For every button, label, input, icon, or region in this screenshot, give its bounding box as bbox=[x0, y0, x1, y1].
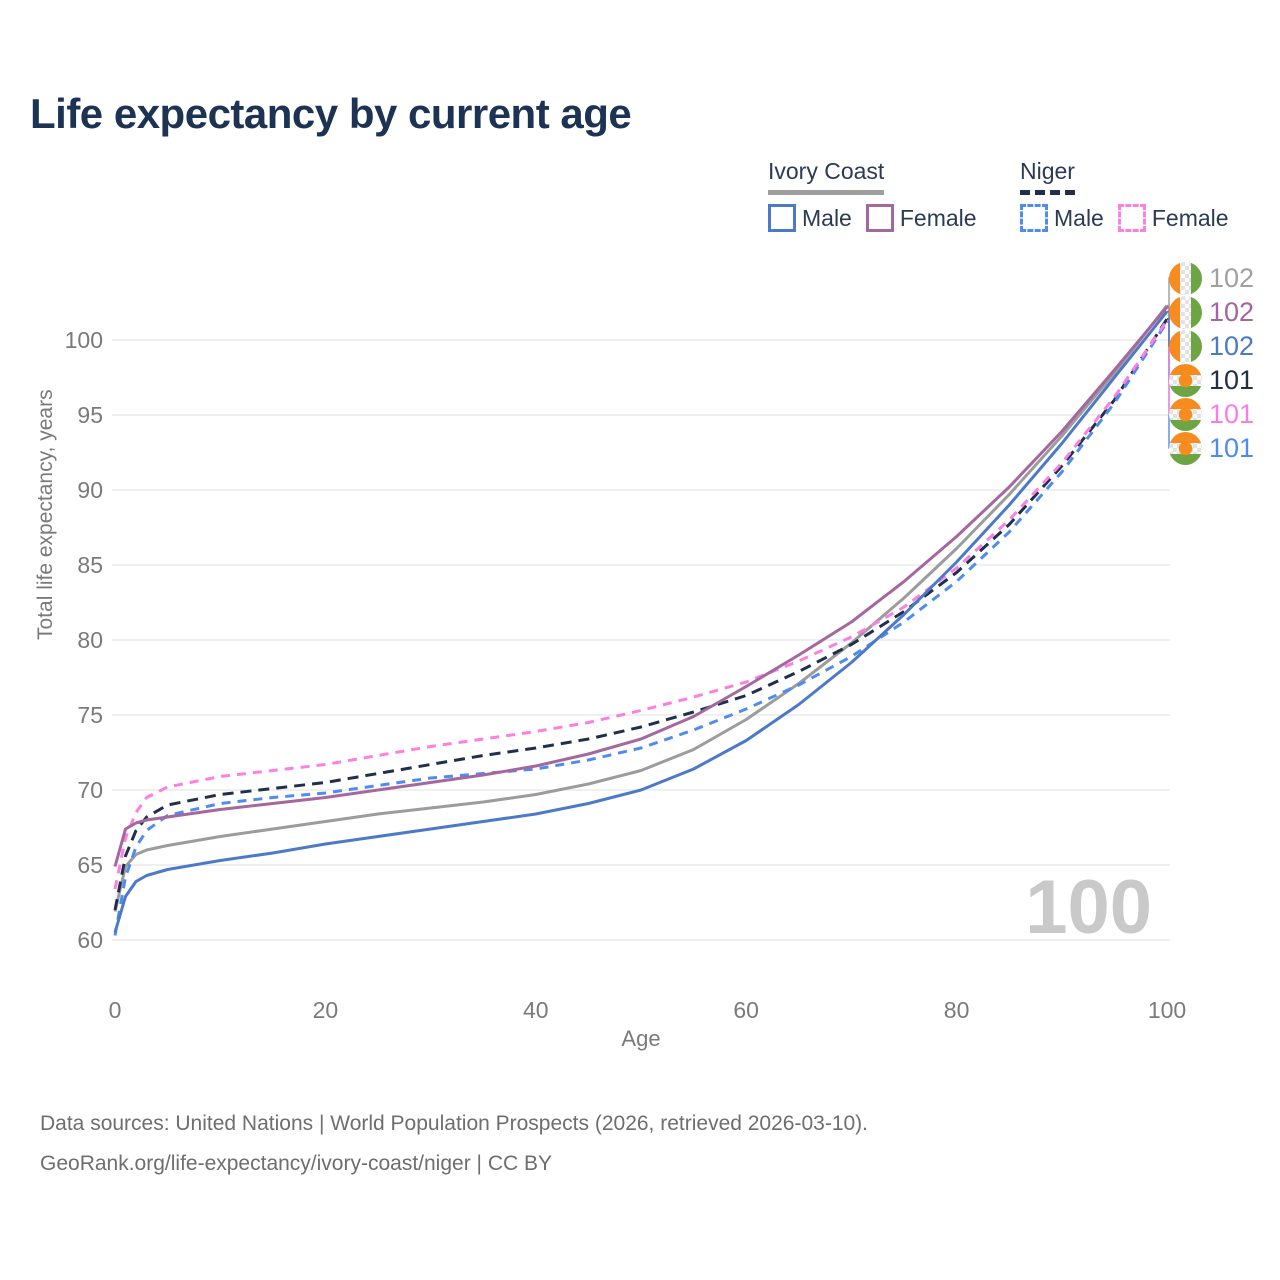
end-value: 101 bbox=[1209, 432, 1255, 463]
y-tick-label: 100 bbox=[65, 327, 103, 353]
legend-group-niger: Niger Male Female bbox=[1020, 158, 1229, 232]
end-value: 102 bbox=[1209, 296, 1255, 327]
y-tick-label: 95 bbox=[77, 402, 103, 428]
solid-line-swatch-icon bbox=[768, 204, 796, 232]
legend-item-niger-male[interactable]: Male bbox=[1020, 204, 1104, 232]
end-value: 102 bbox=[1209, 330, 1255, 361]
data-sources-footer: Data sources: United Nations | World Pop… bbox=[40, 1104, 868, 1184]
series-line-ivory-coast-both[interactable] bbox=[113, 304, 1169, 912]
series-line-ivory-coast-female[interactable] bbox=[113, 306, 1169, 867]
y-tick-label: 85 bbox=[77, 552, 103, 578]
end-value: 101 bbox=[1209, 398, 1255, 429]
legend-item-ivory-coast-female[interactable]: Female bbox=[865, 204, 977, 232]
series-line-niger-male[interactable] bbox=[113, 321, 1169, 936]
legend-item-label: Female bbox=[899, 204, 977, 231]
end-value: 102 bbox=[1209, 262, 1255, 293]
ivory-coast-flag-icon bbox=[1169, 329, 1202, 363]
legend-item-label: Female bbox=[1151, 204, 1229, 231]
legend-country-ivory-coast[interactable]: Ivory Coast bbox=[768, 158, 885, 195]
y-tick-label: 90 bbox=[77, 477, 103, 503]
data-sources-line: Data sources: United Nations | World Pop… bbox=[40, 1112, 869, 1135]
y-tick-label: 60 bbox=[77, 927, 103, 953]
y-tick-label: 65 bbox=[77, 852, 103, 878]
page-title: Life expectancy by current age bbox=[30, 90, 632, 137]
x-axis-title: Age bbox=[621, 1026, 661, 1051]
legend-country-niger[interactable]: Niger bbox=[1020, 158, 1075, 195]
dashed-line-swatch-icon bbox=[1117, 204, 1146, 232]
legend-item-label: Male bbox=[802, 204, 852, 231]
series-line-niger-both[interactable] bbox=[113, 318, 1169, 911]
end-label-row: 102 bbox=[1169, 295, 1254, 329]
y-tick-label: 70 bbox=[77, 777, 103, 803]
end-label-row: 102 bbox=[1169, 261, 1254, 295]
legend-item-ivory-coast-male[interactable]: Male bbox=[768, 204, 852, 232]
end-label-row: 101 bbox=[1169, 431, 1254, 465]
legend-item-niger-female[interactable]: Female bbox=[1117, 204, 1229, 232]
x-tick-label: 100 bbox=[1148, 997, 1186, 1023]
series-line-ivory-coast-male[interactable] bbox=[113, 310, 1169, 933]
current-age-watermark: 100 bbox=[1025, 865, 1152, 950]
x-tick-label: 60 bbox=[733, 997, 759, 1023]
dashed-line-swatch-icon bbox=[1020, 204, 1048, 232]
solid-line-swatch-icon bbox=[865, 204, 894, 232]
niger-flag-icon bbox=[1169, 431, 1202, 465]
ivory-coast-flag-icon bbox=[1169, 261, 1202, 295]
end-label-row: 101 bbox=[1169, 397, 1254, 431]
legend-group-ivory-coast: Ivory Coast Male Female bbox=[768, 158, 977, 232]
life-expectancy-chart: 60 65 70 75 80 85 90 95 100 0 20 40 60 80 100 bbox=[65, 277, 1186, 1023]
attribution-line: GeoRank.org/life-expectancy/ivory-coast/… bbox=[40, 1152, 552, 1175]
legend-item-label: Male bbox=[1054, 204, 1104, 231]
end-label-row: 101 bbox=[1169, 363, 1254, 397]
end-label-row: 102 bbox=[1169, 329, 1254, 363]
ivory-coast-flag-icon bbox=[1169, 295, 1202, 329]
x-tick-label: 40 bbox=[523, 997, 549, 1023]
y-tick-label: 80 bbox=[77, 627, 103, 653]
x-tick-label: 20 bbox=[313, 997, 339, 1023]
y-tick-label: 75 bbox=[77, 702, 103, 728]
x-tick-label: 80 bbox=[944, 997, 970, 1023]
end-value: 101 bbox=[1209, 364, 1255, 395]
x-tick-label: 0 bbox=[109, 997, 122, 1023]
niger-flag-icon bbox=[1169, 363, 1202, 397]
niger-flag-icon bbox=[1169, 397, 1202, 431]
series-line-niger-female[interactable] bbox=[113, 319, 1169, 890]
